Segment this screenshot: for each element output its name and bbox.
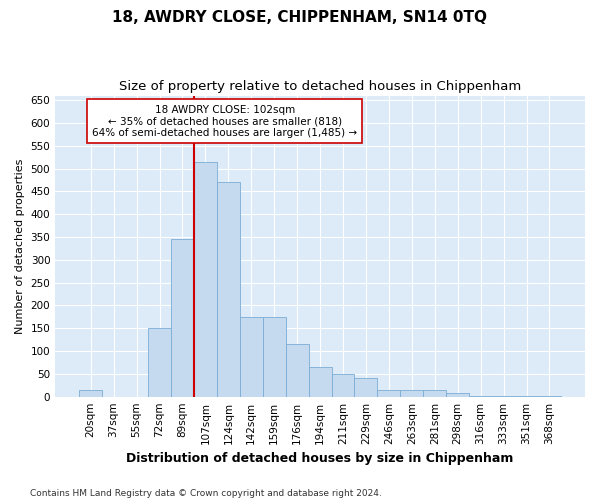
- Bar: [148, 328, 171, 396]
- Bar: [79, 390, 102, 396]
- Title: Size of property relative to detached houses in Chippenham: Size of property relative to detached ho…: [119, 80, 521, 93]
- Bar: [217, 182, 240, 396]
- Bar: [332, 374, 355, 396]
- Bar: [446, 393, 469, 396]
- Text: 18 AWDRY CLOSE: 102sqm
← 35% of detached houses are smaller (818)
64% of semi-de: 18 AWDRY CLOSE: 102sqm ← 35% of detached…: [92, 104, 357, 138]
- Bar: [240, 317, 263, 396]
- Bar: [355, 378, 377, 396]
- Y-axis label: Number of detached properties: Number of detached properties: [15, 158, 25, 334]
- Bar: [263, 317, 286, 396]
- Bar: [194, 162, 217, 396]
- Text: Contains HM Land Registry data © Crown copyright and database right 2024.: Contains HM Land Registry data © Crown c…: [30, 488, 382, 498]
- Bar: [308, 367, 332, 396]
- Bar: [286, 344, 308, 397]
- Bar: [423, 390, 446, 396]
- X-axis label: Distribution of detached houses by size in Chippenham: Distribution of detached houses by size …: [127, 452, 514, 465]
- Bar: [171, 240, 194, 396]
- Bar: [400, 390, 423, 396]
- Bar: [377, 390, 400, 396]
- Text: 18, AWDRY CLOSE, CHIPPENHAM, SN14 0TQ: 18, AWDRY CLOSE, CHIPPENHAM, SN14 0TQ: [113, 10, 487, 25]
